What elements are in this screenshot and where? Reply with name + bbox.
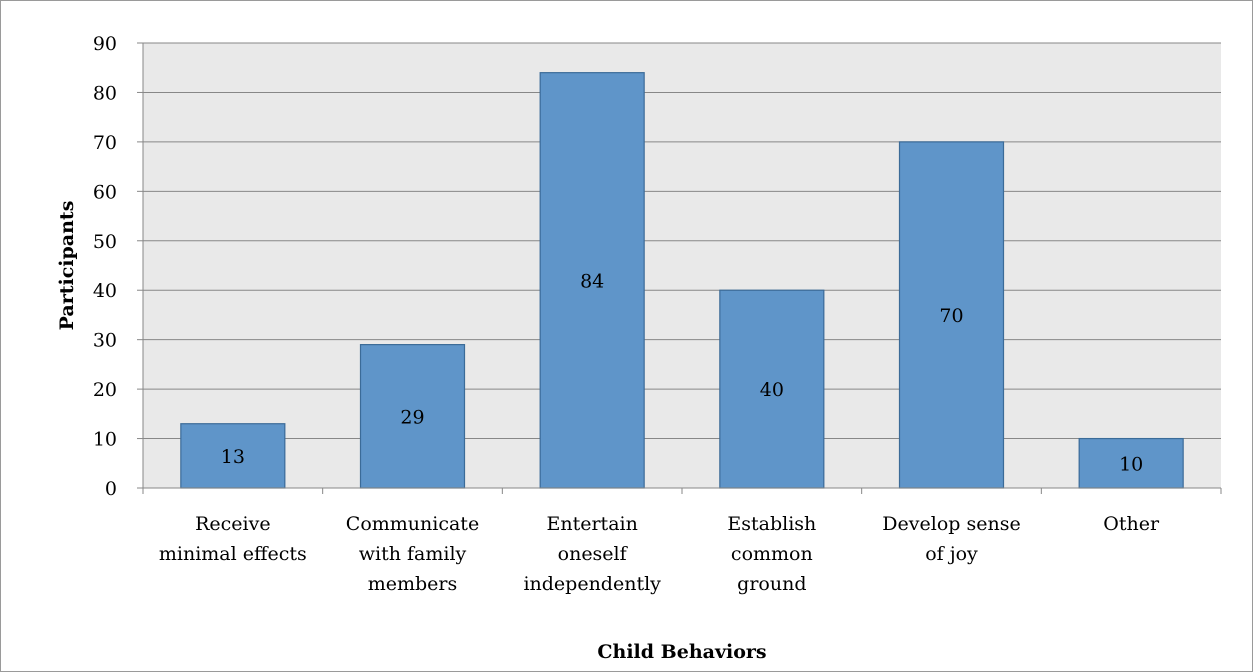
x-tick-label: Communicate with family members	[346, 513, 479, 595]
bar-value-label: 10	[1119, 453, 1143, 475]
bar-value-label: 84	[580, 270, 604, 292]
y-axis-title: Participants	[56, 201, 78, 331]
plot-area	[143, 43, 1221, 488]
x-tick-label: Develop sense of joy	[882, 513, 1020, 565]
bar	[898, 141, 1005, 489]
data-labels: 13 29 84 40 70 10	[221, 270, 1144, 475]
y-axis-ticks: 0 10 20 30 40 50 60 70 80 90	[93, 33, 143, 500]
y-tick-label: 90	[93, 33, 117, 55]
x-axis-ticks: Receive minimal effects Communicate with fa…	[142, 487, 1222, 595]
bar-value-label: 29	[400, 406, 424, 428]
bar	[719, 289, 825, 489]
y-tick-label: 70	[93, 132, 117, 154]
x-tick-label: Entertain oneself independently	[523, 513, 661, 595]
x-tick-label: Other	[1103, 513, 1160, 535]
y-tick-label: 80	[93, 82, 117, 104]
bar-value-label: 40	[760, 379, 784, 401]
x-tick-label: Receive minimal effects	[159, 513, 307, 565]
y-tick-label: 50	[93, 231, 117, 253]
x-tick-label: Establish common ground	[727, 513, 816, 595]
y-tick-label: 40	[93, 280, 117, 302]
bars	[180, 72, 1184, 489]
y-tick-label: 20	[93, 379, 117, 401]
bar	[180, 423, 286, 489]
y-tick-label: 0	[105, 478, 117, 500]
bar	[359, 344, 466, 489]
y-tick-label: 60	[93, 181, 117, 203]
bar-value-label: 13	[221, 446, 245, 468]
x-axis-title: Child Behaviors	[597, 641, 766, 663]
y-tick-label: 10	[93, 429, 117, 451]
bar-value-label: 70	[939, 305, 963, 327]
bar	[1078, 437, 1184, 489]
bar	[539, 72, 645, 489]
y-tick-label: 30	[93, 330, 117, 352]
